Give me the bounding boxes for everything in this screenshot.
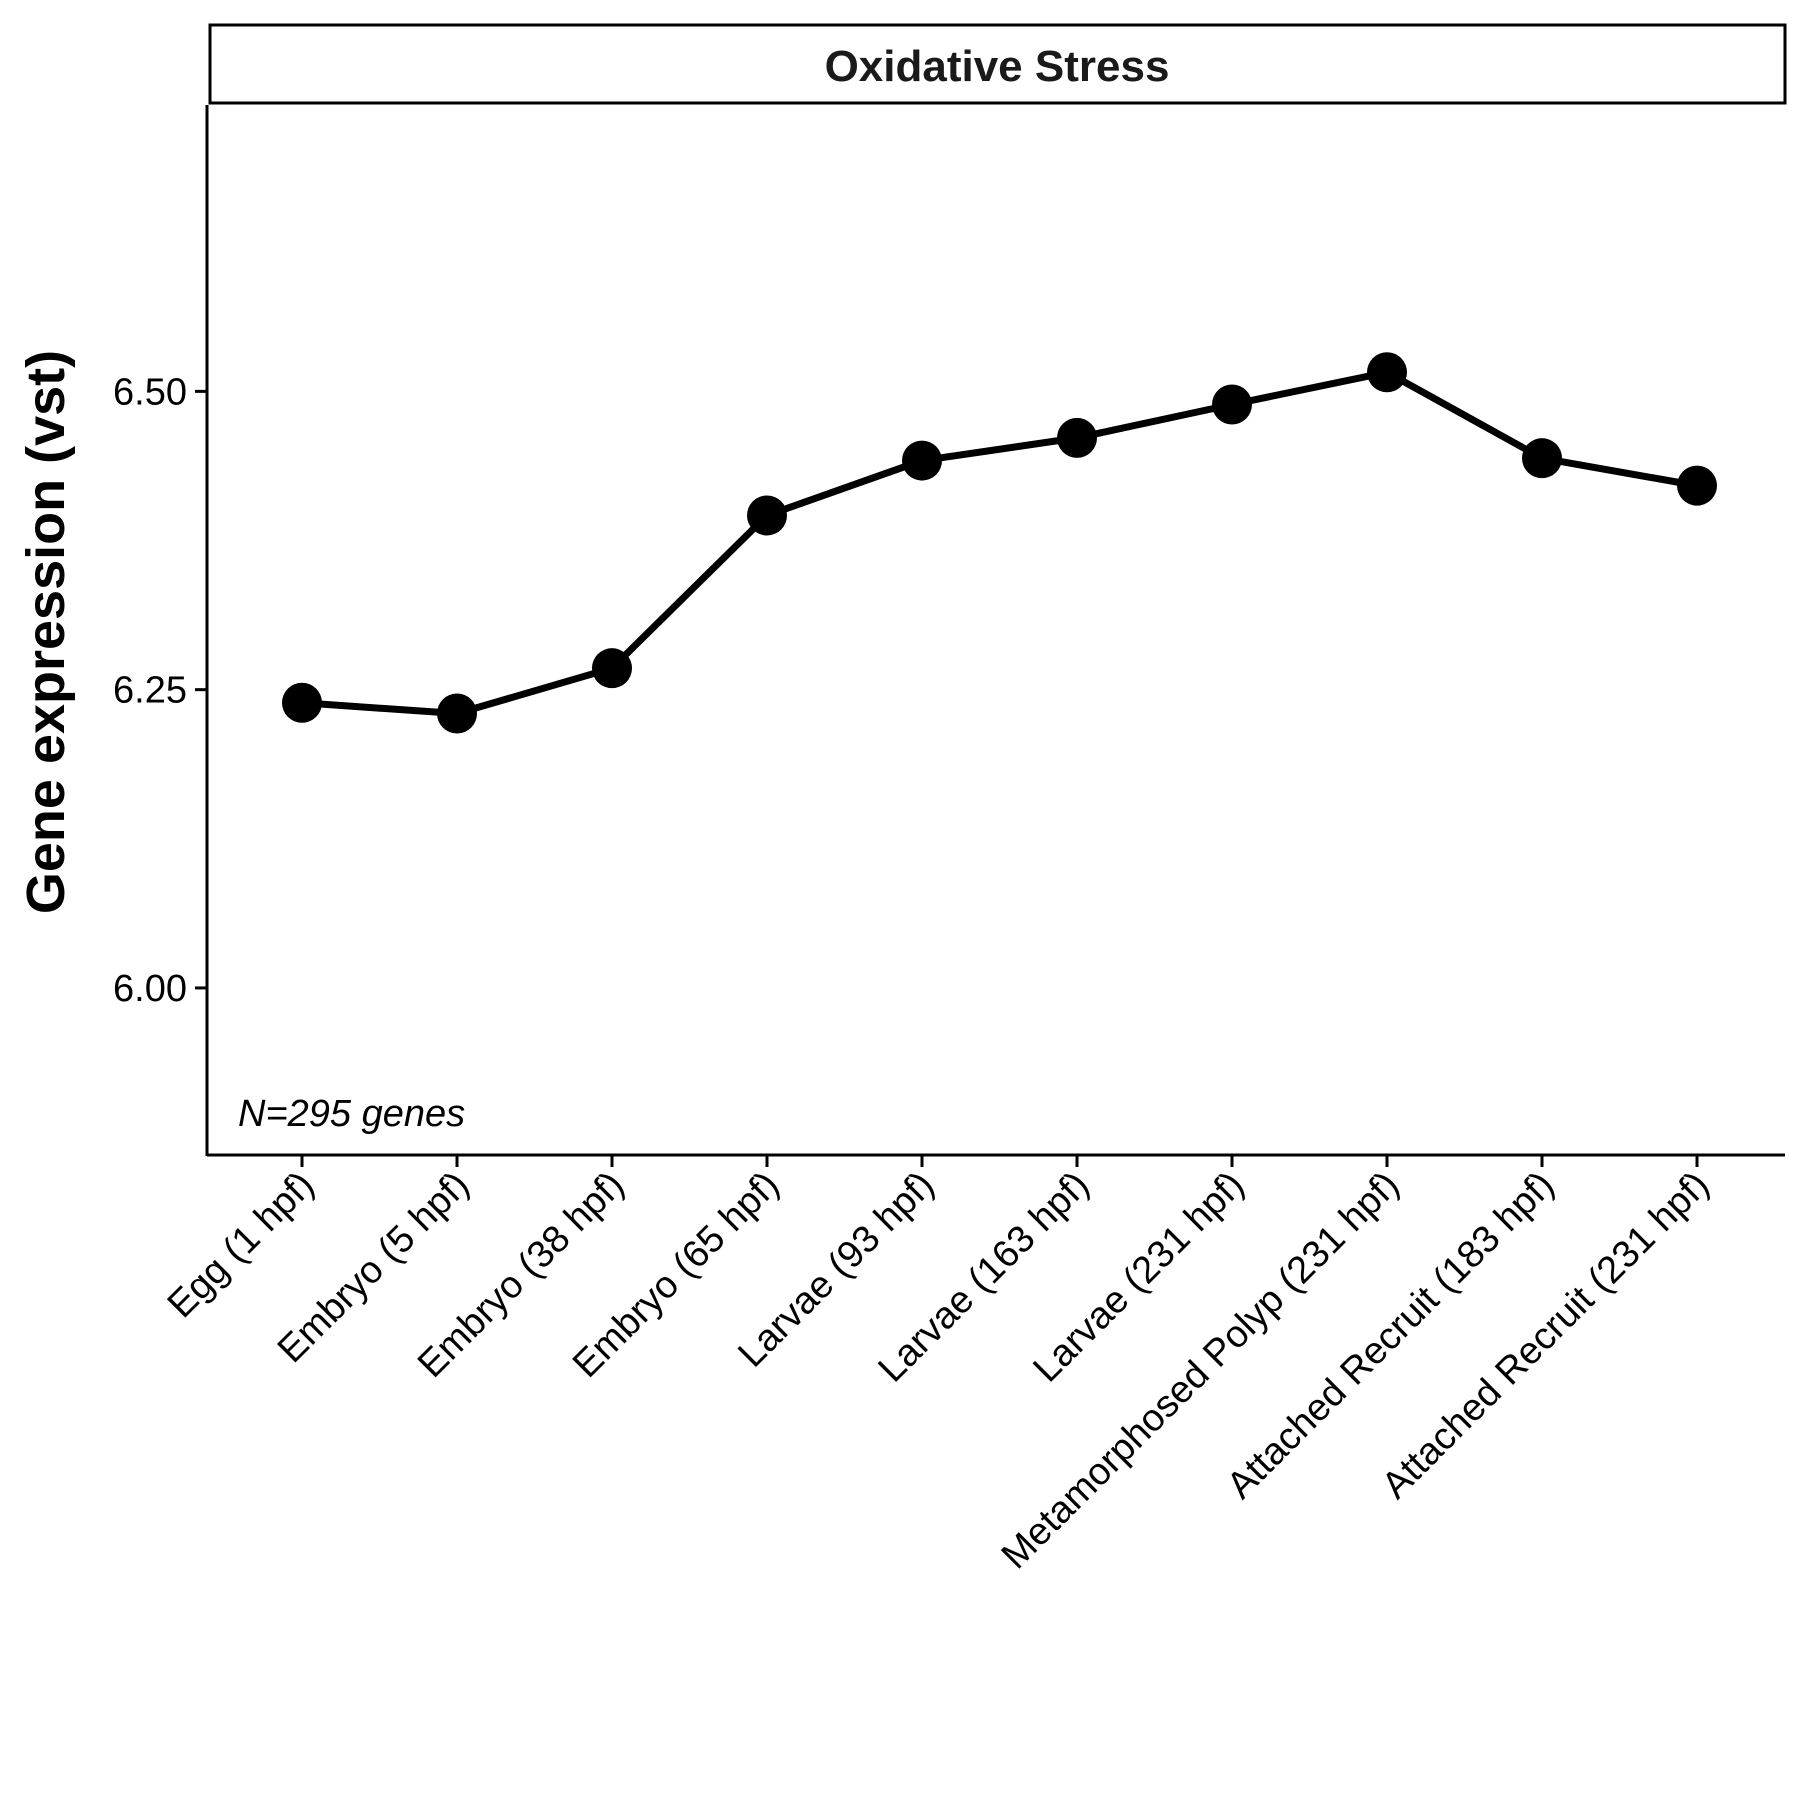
y-axis-label: Gene expression (vst): [16, 350, 76, 914]
y-tick-label: 6.25: [113, 670, 187, 712]
x-ticks: Egg (1 hpf)Embryo (5 hpf)Embryo (38 hpf)…: [160, 1155, 1717, 1577]
facet-strip-title: Oxidative Stress: [825, 42, 1170, 91]
data-point: [1057, 417, 1097, 458]
data-point: [1677, 465, 1717, 506]
x-tick-label: Egg (1 hpf): [160, 1164, 323, 1327]
gene-count-annotation: N=295 genes: [238, 1093, 465, 1135]
data-point: [1367, 352, 1407, 393]
x-tick-label: Attached Recruit (183 hpf): [1219, 1164, 1562, 1507]
data-point: [592, 648, 632, 689]
data-point: [747, 495, 787, 536]
x-tick-label: Attached Recruit (231 hpf): [1374, 1164, 1717, 1507]
y-ticks: 6.00 6.25 6.50: [113, 371, 207, 1010]
data-point: [1212, 384, 1252, 425]
y-tick-label: 6.50: [113, 371, 187, 413]
data-point: [437, 693, 477, 734]
y-tick-label: 6.00: [113, 968, 187, 1010]
facet-strip: [208, 23, 1787, 105]
data-point: [1522, 438, 1562, 479]
series-line: [301, 368, 1698, 718]
series-group: [282, 352, 1717, 734]
data-point: [282, 682, 322, 723]
data-point: [902, 440, 942, 481]
